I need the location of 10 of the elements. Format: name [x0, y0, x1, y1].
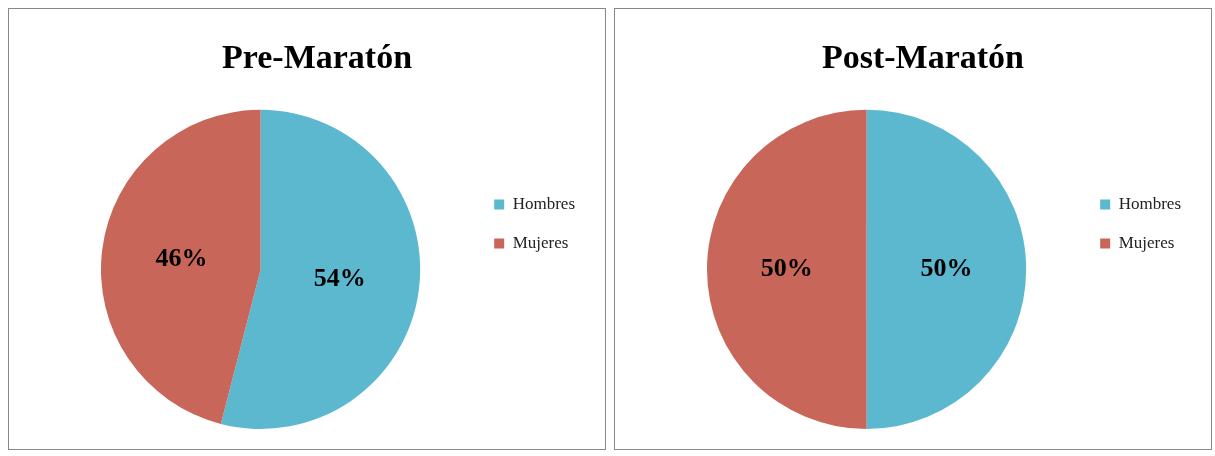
- data-label: 50%: [760, 253, 813, 283]
- data-label: 54%: [313, 263, 366, 293]
- data-label: 50%: [920, 253, 973, 283]
- chart-title: Post-Maratón: [821, 38, 1025, 76]
- legend-label: Hombres: [512, 193, 576, 213]
- legend-label: Mujeres: [512, 232, 569, 252]
- chart-title: Pre-Maratón: [221, 38, 413, 76]
- data-label: 46%: [155, 243, 208, 273]
- legend-label: Hombres: [1118, 193, 1182, 213]
- legend-label: Mujeres: [1118, 232, 1175, 252]
